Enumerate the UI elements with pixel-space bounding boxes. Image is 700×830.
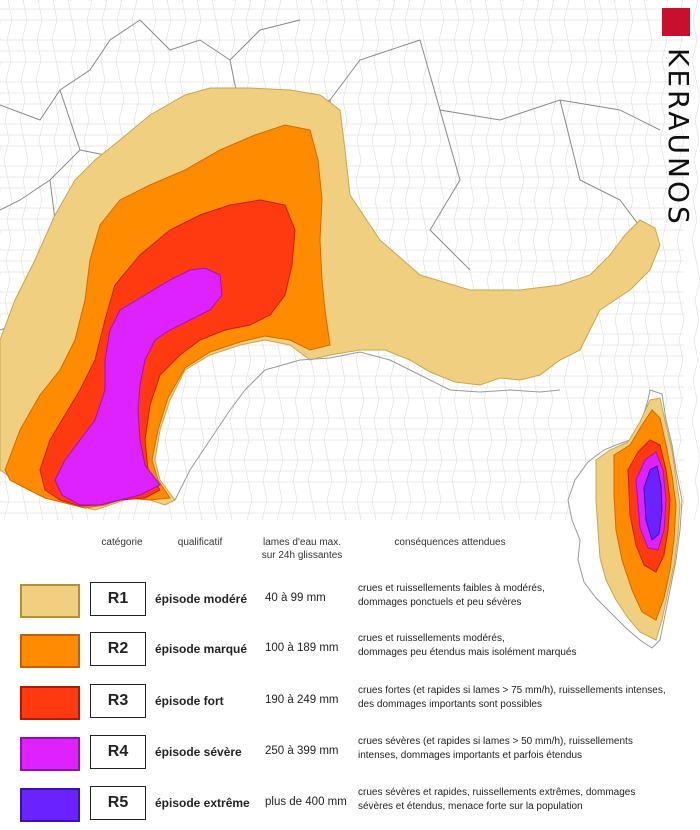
legend-lames: 250 à 399 mm — [265, 745, 339, 757]
legend-qualificatif: épisode sévère — [155, 745, 242, 759]
brand: KERAUNOS — [658, 8, 698, 227]
legend-consequences: crues et ruissellements modérés, dommages… — [358, 632, 693, 660]
legend-row: R3 épisode fort 190 à 249 mm crues fortes (… — [20, 682, 690, 722]
legend-consequences-line2: intenses, dommages importants et parfois… — [358, 750, 583, 761]
legend-qualificatif: épisode modéré — [155, 592, 248, 606]
legend-consequences: crues et ruissellements faibles à modéré… — [358, 582, 693, 610]
legend-qualificatif: épisode marqué — [155, 642, 248, 656]
legend-qualificatif: épisode fort — [155, 694, 224, 708]
legend-consequences: crues sévères (et rapides si lames > 50 … — [358, 735, 693, 763]
legend-code: R5 — [90, 786, 146, 820]
legend-lames: 100 à 189 mm — [265, 642, 339, 654]
legend-lames: plus de 400 mm — [265, 796, 347, 808]
legend-consequences: crues sévères et rapides, ruissellements… — [358, 786, 693, 814]
legend-row: R2 épisode marqué 100 à 189 mm crues et rui… — [20, 630, 690, 670]
header-consequences: conséquences attendues — [394, 537, 506, 548]
legend-lames: 190 à 249 mm — [265, 694, 339, 706]
legend-row: R5 épisode extrême plus de 400 mm crues sév… — [20, 784, 690, 824]
legend-row: R4 épisode sévère 250 à 399 mm crues sévère… — [20, 733, 690, 773]
legend-consequences-line1: crues et ruissellements faibles à modéré… — [358, 583, 545, 594]
header-qualificatif: qualificatif — [177, 537, 223, 548]
brand-name: KERAUNOS — [662, 48, 695, 227]
coastline — [174, 351, 561, 501]
legend-swatch — [20, 788, 80, 822]
legend-consequences-line2: des dommages importants sont possibles — [358, 699, 542, 710]
corsica-zone-r5 — [643, 465, 663, 541]
header-lames-line2: sur 24h glissantes — [261, 550, 343, 561]
legend-code: R1 — [90, 582, 146, 616]
legend-row: R1 épisode modéré 40 à 99 mm crues et ruiss… — [20, 580, 690, 620]
legend-consequences-line2: dommages peu étendus mais isolément marq… — [358, 647, 577, 658]
legend-consequences-line1: crues sévères et rapides, ruissellements… — [358, 787, 636, 798]
legend-consequences: crues fortes (et rapides si lames > 75 m… — [358, 684, 693, 712]
legend-consequences-line1: crues sévères (et rapides si lames > 50 … — [358, 736, 633, 747]
legend-lames: 40 à 99 mm — [265, 592, 326, 604]
legend-consequences-line1: crues fortes (et rapides si lames > 75 m… — [358, 685, 666, 696]
header-categorie: catégorie — [101, 537, 143, 548]
legend-swatch — [20, 584, 80, 618]
zone-r4 — [54, 267, 223, 506]
header-lames: lames d'eau max. sur 24h glissantes — [252, 536, 352, 562]
header-lames-line1: lames d'eau max. — [262, 537, 342, 548]
keraunos-logo-icon — [662, 8, 690, 36]
legend-swatch — [20, 737, 80, 771]
legend-consequences-line2: sévères et étendus, menace forte sur la … — [358, 801, 583, 812]
legend-swatch — [20, 686, 80, 720]
legend-consequences-line2: dommages ponctuels et peu sévères — [358, 597, 522, 608]
legend-consequences-line1: crues et ruissellements modérés, — [358, 633, 505, 644]
legend-code: R2 — [90, 632, 146, 666]
legend-code: R3 — [90, 684, 146, 718]
legend-swatch — [20, 634, 80, 668]
legend-qualificatif: épisode extrême — [155, 796, 250, 810]
legend-code: R4 — [90, 735, 146, 769]
